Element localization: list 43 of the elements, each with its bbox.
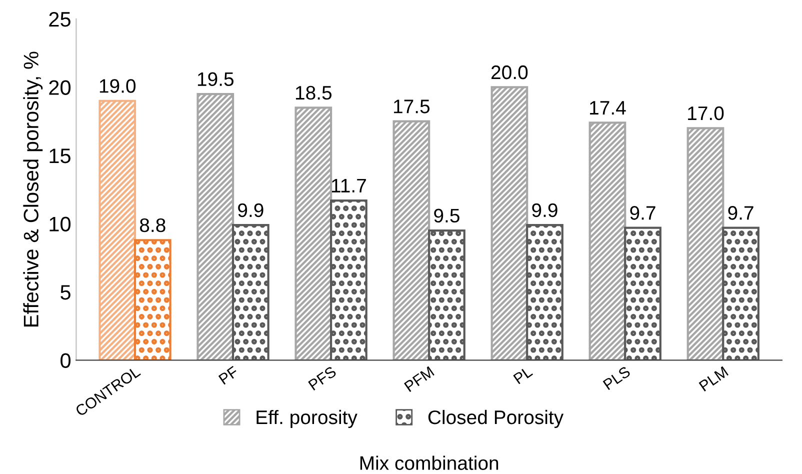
data-label: 20.0 <box>492 65 528 80</box>
y-tick-label: 0 <box>60 353 71 368</box>
bar <box>624 226 662 360</box>
bar <box>686 127 724 360</box>
data-label: 11.7 <box>332 178 366 192</box>
y-tick-label: 10 <box>50 216 71 232</box>
bar <box>232 224 270 360</box>
bar <box>330 199 368 360</box>
y-tick-label: 15 <box>50 148 70 164</box>
x-tick-label: PF <box>218 366 239 385</box>
x-axis-title: Mix combination <box>360 456 498 470</box>
x-tick-label: PFS <box>308 366 337 391</box>
data-label: 18.5 <box>296 86 332 100</box>
x-tick-label: PL <box>513 366 534 384</box>
bar <box>98 100 136 360</box>
bar <box>134 239 172 360</box>
data-label: 9.9 <box>532 203 558 218</box>
bar <box>196 92 234 360</box>
y-tick-label: 25 <box>49 12 70 27</box>
data-label: 9.7 <box>728 206 754 220</box>
data-label: 17.4 <box>590 101 626 115</box>
data-label: 17.5 <box>394 100 430 114</box>
bar <box>490 86 528 360</box>
legend-label: Closed Porosity <box>428 410 564 428</box>
bar <box>526 224 564 360</box>
x-tick-label: PLS <box>602 366 631 390</box>
data-label: 19.0 <box>100 79 136 93</box>
bar <box>294 106 332 360</box>
y-tick-label: 20 <box>49 80 71 95</box>
x-tick-label: PLM <box>698 366 728 392</box>
legend-label: Eff. porosity <box>256 410 358 428</box>
data-label: 9.9 <box>238 203 264 218</box>
data-label: 9.7 <box>630 206 656 220</box>
data-label: 8.8 <box>140 218 166 232</box>
data-label: 19.5 <box>198 72 234 86</box>
data-label: 17.0 <box>688 106 724 120</box>
bar <box>722 226 760 360</box>
data-label: 9.5 <box>434 208 460 223</box>
y-axis-title: Effective & Closed porosity, % <box>23 52 43 326</box>
bar <box>428 230 466 360</box>
bar <box>588 122 626 360</box>
bar <box>392 120 430 360</box>
y-tick-label: 5 <box>60 285 70 300</box>
